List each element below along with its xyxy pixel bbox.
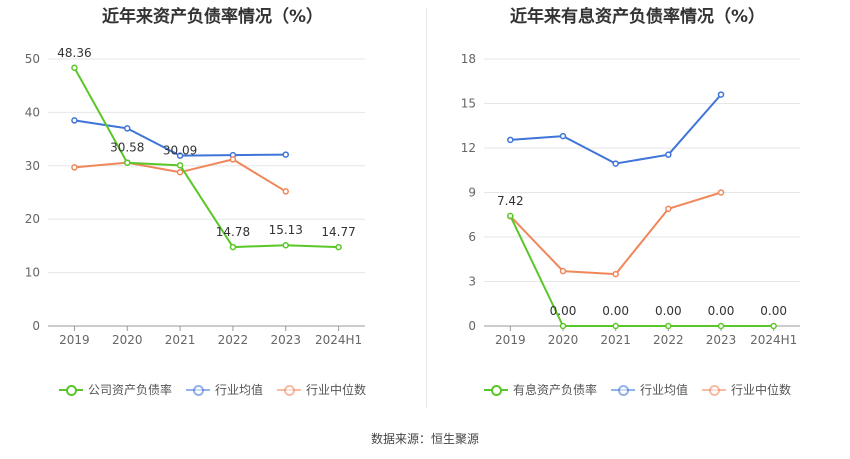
legend-swatch [702,384,726,396]
legend-item-company[interactable]: 公司资产负债率 [58,381,172,398]
plot-area: 0 10 20 30 40 50 2019 2020 2021 2022 2023 2024H1 48.… [25,46,365,347]
series-line-avg [510,93,722,165]
data-point-company [282,241,289,249]
data-label: 30.09 [163,143,197,157]
y-tick-label: 0 [32,319,40,333]
chart-title: 近年来有息资产负债率情况（%） [509,7,766,27]
y-tick-label: 50 [25,52,40,66]
legend-item-median[interactable]: 行业中位数 [277,381,366,398]
y-tick-label: 20 [25,212,40,226]
data-point-avg [124,125,131,132]
legend-swatch [58,384,83,396]
data-point-avg [612,160,619,167]
legend-swatch [277,384,301,396]
x-tick-label: 2023 [706,333,737,347]
y-tick-label: 6 [468,230,476,244]
data-point-company [665,322,672,330]
data-label: 15.13 [269,223,303,237]
legend-label: 行业均值 [639,383,688,397]
data-point-company [124,159,131,166]
series-line-company [73,67,339,249]
legend-label: 行业中位数 [731,383,792,397]
data-point-median [282,188,289,195]
x-tick-label: 2023 [270,333,301,347]
legend-label: 有息资产负债率 [512,383,597,397]
data-point-company [176,162,184,169]
y-tick-label: 15 [461,97,476,111]
chart-left: 近年来资产负债率情况（%） 0 10 20 30 40 50 2019 2020 2021 202… [0,0,425,420]
data-point-median [176,168,184,176]
chart-right: 近年来有息资产负债率情况（%） 0 3 6 9 12 15 18 2019 2020 2021 20… [425,0,850,420]
x-tick-label: 2021 [165,333,196,347]
data-source: 数据来源：恒生聚源 [370,432,479,446]
y-tick-label: 40 [25,105,40,119]
x-tick-label: 2024H1 [750,333,797,347]
data-point-median [71,164,78,171]
panel-divider [426,8,427,408]
chart-title: 近年来资产负债率情况（%） [101,7,324,27]
data-point-avg [665,151,672,158]
data-label: 0.00 [708,304,735,318]
data-label: 0.00 [550,304,577,318]
legend-swatch [483,384,508,396]
data-label: 14.77 [321,225,355,239]
data-label: 14.78 [216,225,250,239]
y-tick-label: 3 [468,275,476,289]
y-tick-label: 9 [468,186,476,200]
legend-label: 行业中位数 [306,383,367,397]
legend-swatch [185,384,210,396]
data-point-median [717,189,725,196]
series-line-company [509,215,774,327]
data-label: 0.00 [602,304,629,318]
data-label: 48.36 [57,46,91,60]
data-label: 0.00 [655,304,682,318]
data-point-avg [507,136,514,144]
data-point-avg [176,152,184,159]
x-tick-label: 2020 [548,333,579,347]
y-tick-label: 10 [25,266,40,280]
data-label: 7.42 [497,194,524,208]
legend-swatch [610,384,635,396]
data-point-company [612,322,619,330]
legend-item-avg[interactable]: 行业均值 [185,381,263,398]
data-point-company [770,322,777,330]
y-tick-label: 0 [468,319,476,333]
data-label: 0.00 [760,304,787,318]
data-point-company [717,322,725,330]
y-tick-label: 18 [461,52,476,66]
x-tick-label: 2024H1 [315,333,362,347]
legend-item-median[interactable]: 行业中位数 [702,381,791,398]
data-point-company [559,322,567,330]
x-tick-label: 2021 [600,333,631,347]
legend: 公司资产负债率 行业均值 行业中位数 [0,381,425,398]
data-point-avg [717,91,725,98]
x-tick-label: 2020 [112,333,143,347]
x-tick-label: 2019 [495,333,526,347]
legend-item-company[interactable]: 有息资产负债率 [483,381,597,398]
data-point-company [229,243,237,251]
series-line-median [509,191,722,276]
legend-item-avg[interactable]: 行业均值 [610,381,688,398]
legend: 有息资产负债率 行业均值 行业中位数 [425,381,850,398]
data-point-company [507,212,514,220]
data-point-median [665,205,672,213]
data-label: 30.58 [110,141,144,155]
data-point-avg [71,117,78,124]
legend-label: 行业均值 [214,383,263,397]
x-tick-label: 2022 [653,333,684,347]
plot-area: 0 3 6 9 12 15 18 2019 2020 2021 2022 2023 2024H1 7.42… [461,52,800,347]
x-tick-label: 2022 [218,333,249,347]
data-point-company [71,64,78,72]
legend-label: 公司资产负债率 [87,383,172,397]
data-point-median [612,270,619,278]
data-point-company [335,243,342,251]
data-point-median [229,156,237,163]
data-point-median [559,267,567,275]
x-tick-label: 2019 [59,333,90,347]
y-tick-label: 30 [25,159,40,173]
data-point-avg [559,132,567,140]
y-tick-label: 12 [461,141,476,155]
data-point-avg [282,151,289,158]
